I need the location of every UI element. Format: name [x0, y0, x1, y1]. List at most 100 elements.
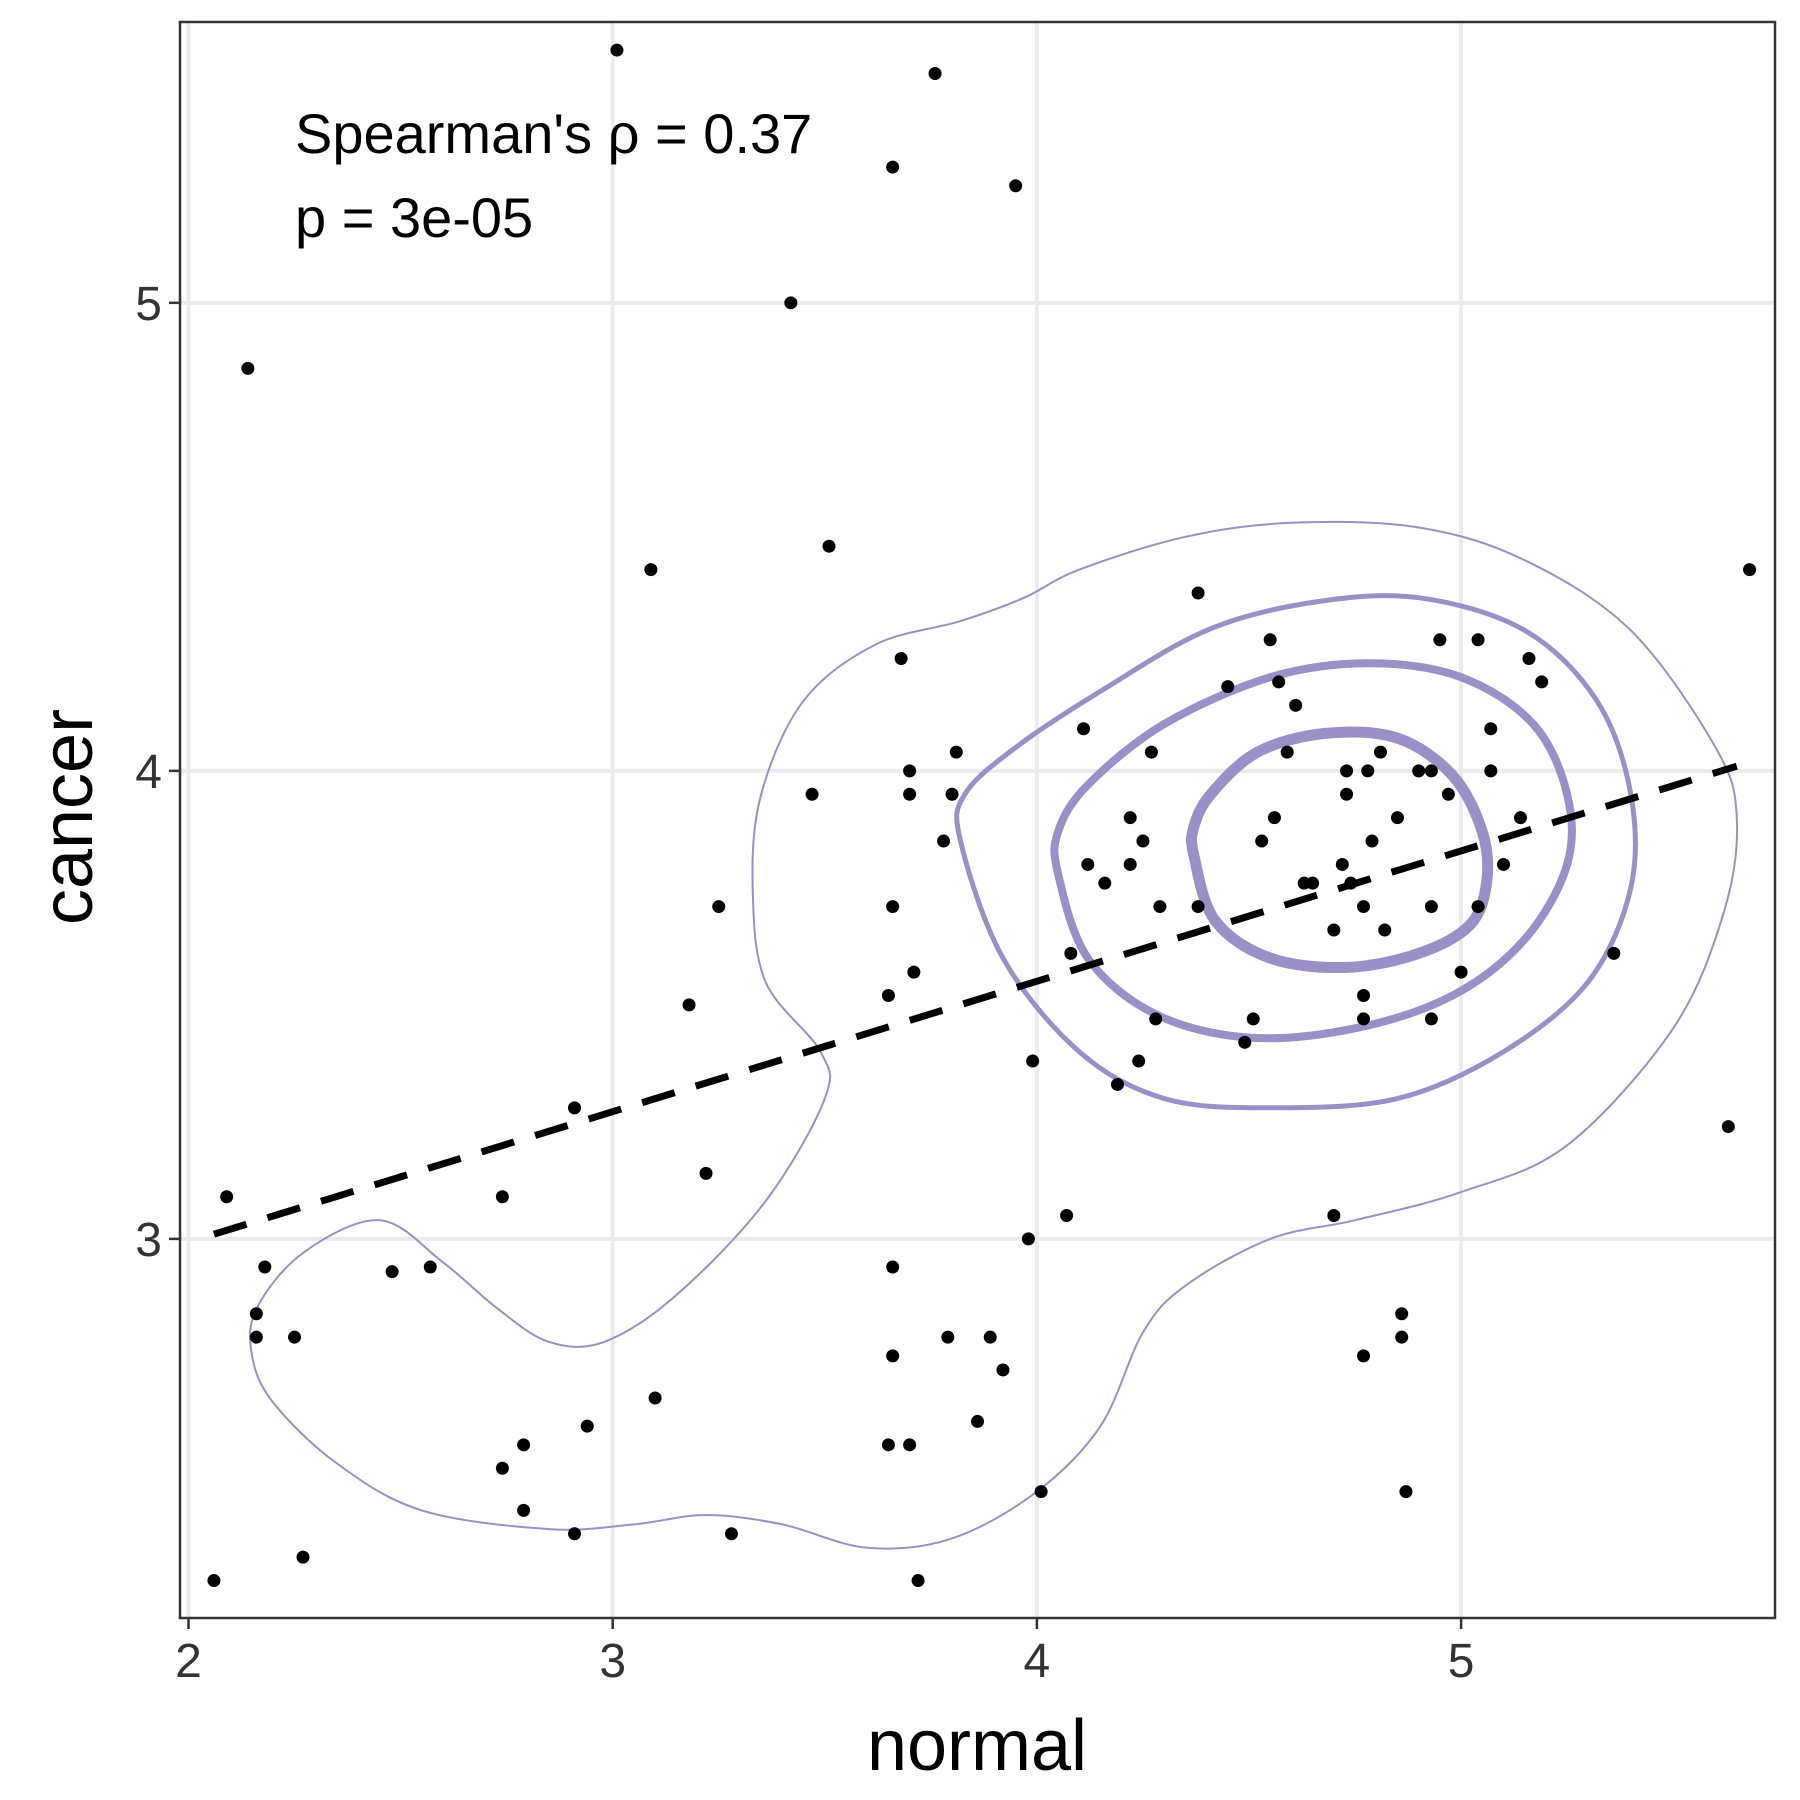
x-axis-title: normal: [867, 1706, 1087, 1786]
data-point: [971, 1414, 984, 1428]
data-point: [949, 745, 963, 759]
data-point: [648, 1391, 662, 1405]
data-point: [580, 1419, 594, 1433]
annotation-p-value: p = 3e-05: [295, 186, 533, 249]
data-point: [1153, 900, 1167, 914]
data-point: [1064, 946, 1078, 960]
data-point: [1340, 787, 1354, 801]
data-point: [1034, 1485, 1048, 1499]
y-tick-label: 4: [135, 746, 162, 799]
data-point: [1390, 811, 1404, 825]
data-point: [517, 1503, 531, 1517]
data-point: [1144, 745, 1158, 759]
data-point: [805, 787, 819, 801]
contour-level-4: [1185, 726, 1494, 974]
data-point: [1357, 900, 1371, 914]
data-point: [1433, 633, 1447, 647]
data-point: [517, 1438, 531, 1452]
data-point: [1021, 1232, 1035, 1246]
data-point: [258, 1260, 272, 1274]
data-point: [941, 1330, 955, 1344]
data-point: [1378, 923, 1392, 937]
data-point: [1255, 834, 1269, 848]
data-point: [907, 965, 921, 979]
data-point: [249, 1330, 263, 1344]
grid-lines: [180, 22, 1775, 1618]
data-point: [1361, 764, 1375, 778]
data-point: [937, 834, 951, 848]
data-point: [1327, 923, 1341, 937]
data-point: [1441, 787, 1455, 801]
data-point: [1344, 876, 1358, 890]
data-point: [928, 66, 942, 80]
data-point: [886, 160, 900, 174]
data-point: [1191, 586, 1205, 600]
data-point: [712, 900, 726, 914]
data-point: [610, 43, 624, 57]
data-point: [1267, 811, 1281, 825]
data-point: [1365, 834, 1379, 848]
data-point: [886, 900, 900, 914]
data-point: [996, 1363, 1010, 1377]
annotation-spearman: Spearman's ρ = 0.37: [295, 102, 812, 165]
y-tick-label: 5: [135, 278, 162, 331]
data-point: [1454, 965, 1468, 979]
data-point: [682, 998, 696, 1012]
data-point: [495, 1461, 509, 1475]
data-point: [911, 1574, 925, 1588]
data-point: [881, 989, 895, 1003]
data-point: [1123, 857, 1137, 871]
data-point: [903, 787, 917, 801]
data-point: [1081, 857, 1095, 871]
data-point: [1246, 1012, 1260, 1026]
data-point: [1098, 876, 1112, 890]
data-point: [1077, 722, 1091, 736]
data-point: [1060, 1208, 1074, 1222]
data-point: [249, 1307, 263, 1321]
x-tick-label: 2: [175, 1635, 202, 1688]
data-point: [886, 1349, 900, 1363]
data-point: [1280, 745, 1294, 759]
axis-ticks: 2 3 4 5 3 4 5: [135, 278, 1474, 1688]
panel-border: [178, 20, 1777, 1620]
data-point: [1289, 698, 1303, 712]
data-point: [495, 1190, 509, 1204]
data-point: [1272, 675, 1286, 689]
data-point: [1424, 764, 1438, 778]
y-axis-title: cancer: [28, 709, 108, 925]
data-point: [207, 1574, 221, 1588]
data-point: [1306, 876, 1320, 890]
data-point: [1357, 1012, 1371, 1026]
y-tick-label: 3: [135, 1214, 162, 1267]
regression-line: [212, 762, 1738, 1238]
data-point: [1395, 1307, 1409, 1321]
data-point: [1535, 675, 1549, 689]
data-point: [1399, 1485, 1413, 1499]
data-point: [699, 1166, 713, 1180]
data-point: [1191, 900, 1205, 914]
data-point: [724, 1527, 738, 1541]
data-point: [1136, 834, 1150, 848]
data-point: [1424, 900, 1438, 914]
data-point: [1721, 1120, 1735, 1134]
data-point: [1424, 1012, 1438, 1026]
data-point: [1471, 633, 1485, 647]
contour-level-1: [248, 520, 1739, 1550]
data-point: [784, 296, 798, 310]
contour-level-2: [954, 593, 1639, 1111]
data-point: [1110, 1077, 1124, 1091]
data-point: [1471, 900, 1485, 914]
data-point: [568, 1527, 582, 1541]
data-point: [1026, 1054, 1040, 1068]
data-point: [1149, 1012, 1163, 1026]
data-point: [1513, 811, 1527, 825]
data-point: [385, 1265, 399, 1279]
data-point: [1484, 722, 1498, 736]
data-point: [1123, 811, 1137, 825]
data-point: [1357, 1349, 1371, 1363]
data-point: [296, 1550, 310, 1564]
data-point: [423, 1260, 437, 1274]
data-point: [881, 1438, 895, 1452]
